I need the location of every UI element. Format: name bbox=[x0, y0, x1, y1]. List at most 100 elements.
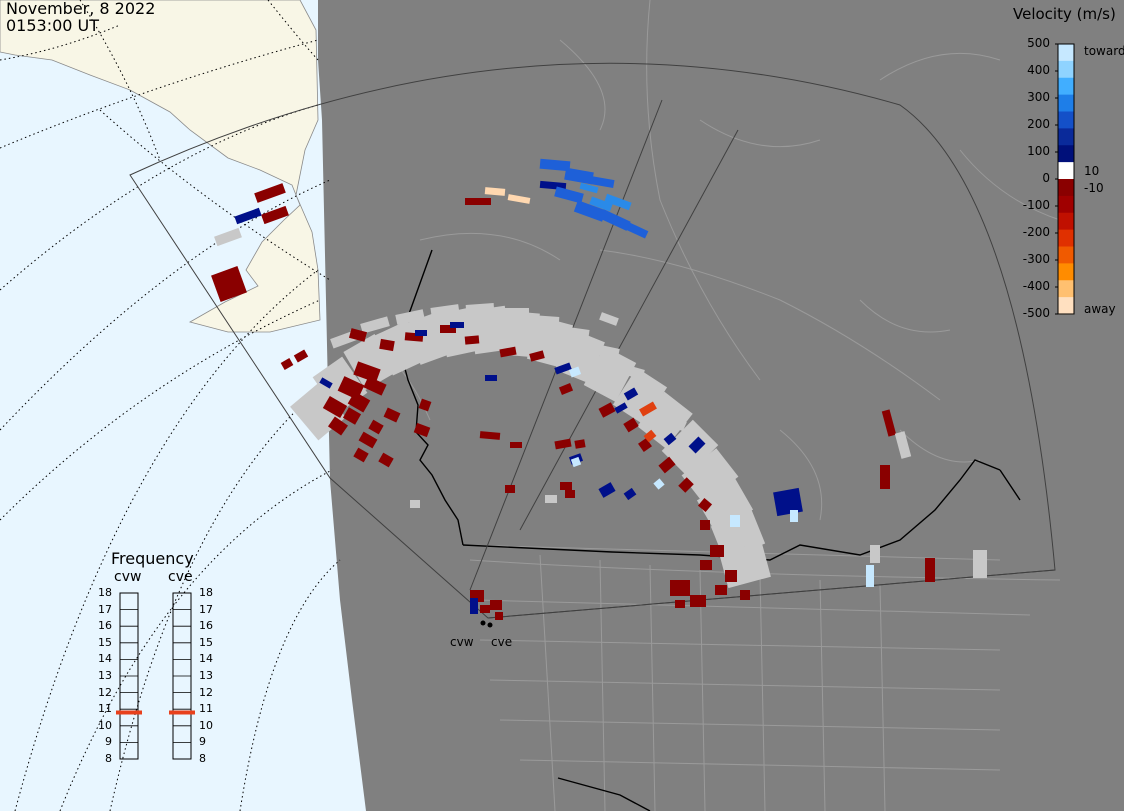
echo-cell bbox=[881, 409, 897, 437]
frequency-scale-left: 15 bbox=[98, 635, 112, 649]
radar-sites bbox=[480, 620, 493, 628]
colorbar-tick-label: 300 bbox=[1027, 90, 1050, 104]
radar-label-cve: cve bbox=[491, 635, 513, 649]
boundary-line bbox=[519, 759, 1001, 771]
echo-cell bbox=[894, 431, 912, 459]
echo-cell bbox=[395, 309, 425, 325]
frequency-scale-left: 10 bbox=[98, 718, 112, 732]
boundary-line bbox=[879, 52, 1001, 81]
echo-cell bbox=[653, 478, 665, 490]
frequency-scale-left: 13 bbox=[98, 669, 112, 682]
echo-cell bbox=[510, 442, 522, 448]
echo-cell bbox=[579, 182, 599, 194]
echo-cell bbox=[773, 487, 803, 517]
echo-cell bbox=[700, 560, 712, 570]
frequency-scale-right: 18 bbox=[199, 586, 213, 599]
echo-cell bbox=[554, 438, 572, 450]
echo-cell bbox=[675, 600, 685, 608]
graticule-line bbox=[14, 269, 319, 811]
colorbar-swatch bbox=[1058, 179, 1074, 197]
echo-cell bbox=[360, 316, 390, 334]
boundary-line bbox=[477, 599, 1031, 616]
echo-cell bbox=[866, 565, 874, 587]
plot-time: 0153:00 UT bbox=[6, 16, 100, 35]
boundary-line bbox=[499, 719, 1001, 731]
echo-cell bbox=[499, 346, 517, 358]
echo-cell bbox=[495, 612, 503, 620]
echo-cell bbox=[623, 387, 639, 401]
echo-cell bbox=[500, 310, 540, 358]
echo-cell bbox=[710, 545, 724, 557]
ocean-region bbox=[0, 0, 366, 811]
colorbar-away-label: away bbox=[1084, 302, 1116, 316]
echo-cell bbox=[479, 431, 501, 440]
frequency-scale-left: 16 bbox=[98, 619, 112, 633]
echo-cell bbox=[464, 335, 480, 345]
echo-cell bbox=[568, 366, 582, 378]
echo-cell bbox=[725, 570, 737, 582]
echo-cell bbox=[564, 167, 594, 185]
echo-cell bbox=[973, 550, 987, 578]
echo-cell bbox=[880, 465, 890, 489]
boundary-line bbox=[489, 679, 1001, 691]
colorbar-swatch bbox=[1058, 128, 1074, 146]
echo-cell bbox=[589, 175, 615, 189]
echo-cell bbox=[589, 196, 613, 212]
boundary-line bbox=[649, 564, 656, 811]
fov-divider bbox=[519, 129, 739, 531]
colorbar-tick-label: 0 bbox=[1042, 171, 1050, 185]
boundary-line bbox=[599, 559, 606, 811]
boundary-line bbox=[859, 299, 951, 333]
echo-cell bbox=[214, 227, 242, 247]
echo-cell bbox=[658, 456, 676, 474]
graticule-line bbox=[79, 0, 161, 161]
echo-cell bbox=[554, 186, 584, 204]
echo-cell bbox=[470, 598, 478, 614]
boundary-line bbox=[899, 429, 981, 463]
echo-cell bbox=[358, 431, 378, 449]
colorbar-tick-label: 400 bbox=[1027, 63, 1050, 77]
echo-cell bbox=[790, 510, 798, 522]
echo-cell bbox=[418, 398, 432, 412]
echo-cell bbox=[598, 482, 616, 498]
echo-cell bbox=[410, 500, 420, 508]
national-border bbox=[462, 459, 1001, 561]
echo-cell bbox=[598, 402, 616, 418]
echo-cell bbox=[469, 305, 511, 355]
frequency-scale-left: 14 bbox=[98, 652, 112, 666]
boundary-line bbox=[699, 569, 706, 811]
colorbar-swatch bbox=[1058, 145, 1074, 163]
echo-cell bbox=[485, 375, 497, 381]
echo-cell bbox=[254, 183, 286, 203]
echo-cell bbox=[353, 361, 381, 383]
colorbar-tick-label: 100 bbox=[1027, 144, 1050, 158]
boundary-line bbox=[559, 39, 606, 131]
echo-cell bbox=[368, 419, 384, 435]
colorbar-swatch bbox=[1058, 297, 1074, 315]
echo-cell bbox=[554, 362, 572, 375]
echo-cell bbox=[643, 429, 657, 443]
echo-cell bbox=[696, 478, 754, 532]
echo-cell bbox=[505, 485, 515, 493]
boundary-line bbox=[539, 554, 556, 811]
graticule-line bbox=[59, 469, 333, 811]
echo-cell bbox=[440, 325, 456, 333]
echo-cell bbox=[450, 322, 464, 328]
echo-cell bbox=[681, 448, 739, 504]
echo-cell bbox=[465, 303, 495, 315]
echo-cell bbox=[280, 358, 294, 370]
echo-cell bbox=[663, 432, 677, 446]
echo-cell bbox=[507, 194, 531, 204]
graticule-line bbox=[267, 0, 319, 61]
boundary-line bbox=[779, 429, 823, 521]
echo-cell bbox=[565, 490, 575, 498]
echo-cell bbox=[583, 346, 637, 402]
frequency-scale-right: 16 bbox=[199, 619, 213, 633]
colorbar-tick-label: -500 bbox=[1022, 306, 1050, 320]
echo-cell bbox=[678, 477, 694, 493]
echo-cell bbox=[657, 410, 687, 432]
colorbar-tick-label: -100 bbox=[1022, 198, 1050, 212]
colorbar-tick-label: -400 bbox=[1022, 279, 1050, 293]
frequency-scale-left: 12 bbox=[98, 685, 112, 699]
echo-cell bbox=[573, 200, 607, 222]
